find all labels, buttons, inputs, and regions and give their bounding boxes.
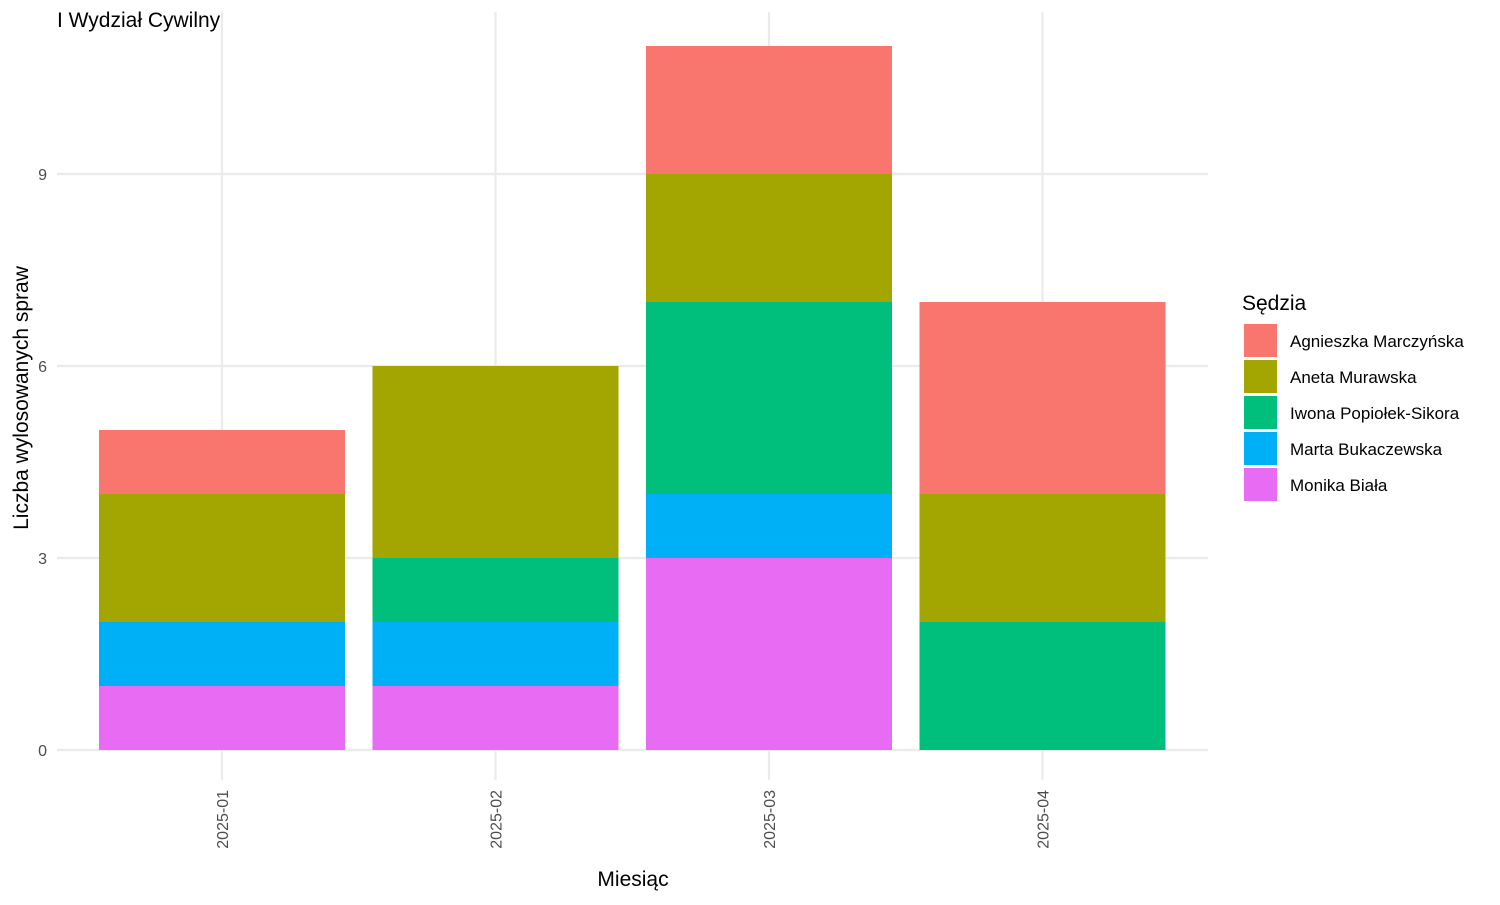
bar-segment [372,366,619,558]
chart-title: I Wydział Cywilny [57,9,221,32]
x-tick-label: 2025-04 [1036,790,1053,849]
legend-item-label: Aneta Murawska [1290,368,1417,387]
legend-title: Sędzia [1242,292,1307,315]
y-tick-label: 3 [38,551,47,568]
bar-segment [646,558,892,750]
bar-segment [372,558,619,622]
bar-segment [646,46,892,174]
bar-segment [372,686,619,750]
legend-item-label: Agnieszka Marczyńska [1290,332,1464,351]
y-tick-label: 6 [38,359,47,376]
bar-segment [99,430,345,494]
bar-segment [646,174,892,302]
bar-segment [372,622,619,686]
y-tick-label: 9 [38,167,47,184]
y-tick-label: 0 [38,743,47,760]
bar-segment [646,302,892,494]
y-axis-title: Liczba wylosowanych spraw [10,265,33,530]
x-tick-label: 2025-02 [489,790,506,849]
legend-swatch [1244,468,1277,501]
x-tick-label: 2025-03 [762,790,779,849]
x-tick-label: 2025-01 [215,790,232,849]
bar-segment [99,622,345,686]
bar-segment [919,494,1166,622]
legend-swatch [1244,324,1277,357]
bar-segment [99,686,345,750]
legend-item-label: Monika Biała [1290,476,1388,495]
x-axis-ticks: 2025-01 2025-02 2025-03 2025-04 [215,790,1053,849]
bar-segment [99,494,345,622]
legend-item-label: Iwona Popiołek-Sikora [1290,404,1460,423]
bars [99,46,1166,750]
legend-swatch [1244,432,1277,465]
bar-segment [919,622,1166,750]
legend-swatch [1244,360,1277,393]
bar-segment [646,494,892,558]
x-axis-title: Miesiąc [597,868,668,891]
legend-swatch [1244,396,1277,429]
y-axis-ticks: 0 3 6 9 [38,167,47,760]
bar-segment [919,302,1166,494]
legend-item-label: Marta Bukaczewska [1290,440,1443,459]
legend: Sędzia Agnieszka Marczyńska Aneta Murawsk… [1242,292,1464,501]
